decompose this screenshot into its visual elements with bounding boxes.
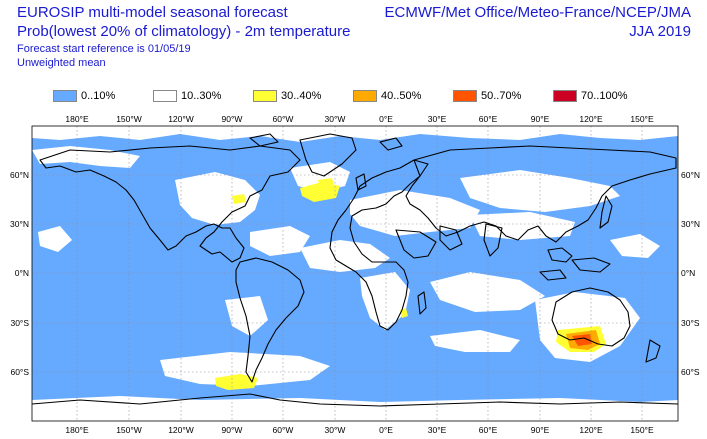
forecast-reference: Forecast start reference is 01/05/19	[17, 43, 191, 55]
lon-label-top: 0°E	[379, 114, 393, 124]
lon-label-top: 60°E	[479, 114, 498, 124]
lon-label-bottom: 60°W	[273, 425, 294, 435]
lon-label-top: 30°E	[428, 114, 447, 124]
lon-label-bottom: 150°E	[630, 425, 654, 435]
lon-labels-top: 180°E 150°W 120°W 90°W 60°W 30°W 0°E 30°…	[65, 114, 654, 124]
legend-label: 0..10%	[81, 90, 116, 102]
season-label: JJA 2019	[629, 23, 691, 40]
lon-label-top: 180°E	[65, 114, 89, 124]
lon-label-top: 120°E	[579, 114, 603, 124]
lat-label-left: 60°S	[10, 367, 29, 377]
probability-map: 180°E 150°W 120°W 90°W 60°W 30°W 0°E 30°…	[10, 114, 700, 435]
lon-label-top: 30°W	[325, 114, 346, 124]
lon-label-bottom: 120°W	[168, 425, 194, 435]
lat-label-right: 30°S	[681, 318, 700, 328]
legend-swatch	[453, 90, 477, 102]
lat-label-left: 30°N	[10, 219, 29, 229]
lon-label-bottom: 30°W	[325, 425, 346, 435]
lon-label-bottom: 150°W	[116, 425, 142, 435]
graticule	[32, 126, 678, 421]
lat-label-right: 60°S	[681, 367, 700, 377]
lon-label-top: 60°W	[273, 114, 294, 124]
coastlines	[32, 133, 678, 407]
lon-label-bottom: 30°E	[428, 425, 447, 435]
lon-label-top: 150°W	[116, 114, 142, 124]
legend-label: 30..40%	[281, 90, 322, 102]
title-line1: EUROSIP multi-model seasonal forecast	[17, 4, 288, 21]
lon-label-top: 150°E	[630, 114, 654, 124]
lon-label-bottom: 90°W	[222, 425, 243, 435]
lon-label-bottom: 90°E	[531, 425, 550, 435]
lat-label-right: 0°N	[681, 268, 695, 278]
lat-labels-left: 60°N 30°N 0°N 30°S 60°S	[10, 170, 29, 377]
legend-label: 10..30%	[181, 90, 222, 102]
legend-swatch	[253, 90, 277, 102]
lat-label-left: 60°N	[10, 170, 29, 180]
centres-label: ECMWF/Met Office/Meteo-France/NCEP/JMA	[384, 4, 691, 21]
title-line2: Prob(lowest 20% of climatology) - 2m tem…	[17, 23, 351, 40]
lon-labels-bottom: 180°E 150°W 120°W 90°W 60°W 30°W 0°E 30°…	[65, 425, 654, 435]
lon-label-bottom: 180°E	[65, 425, 89, 435]
lon-label-bottom: 120°E	[579, 425, 603, 435]
lat-labels-right: 60°N 30°N 0°N 30°S 60°S	[681, 170, 700, 377]
redorange-probability-region	[572, 334, 592, 346]
lon-label-bottom: 60°E	[479, 425, 498, 435]
lat-label-right: 60°N	[681, 170, 700, 180]
map-background	[32, 126, 678, 421]
lon-label-top: 90°E	[531, 114, 550, 124]
legend-swatch	[553, 90, 577, 102]
legend-label: 50..70%	[481, 90, 522, 102]
legend-swatch	[53, 90, 77, 102]
lat-label-right: 30°N	[681, 219, 700, 229]
lat-label-left: 0°N	[15, 268, 29, 278]
legend: 0..10% 10..30% 30..40% 40..50% 50..70% 7…	[0, 89, 707, 103]
legend-swatch	[153, 90, 177, 102]
legend-label: 70..100%	[581, 90, 628, 102]
lon-label-top: 90°W	[222, 114, 243, 124]
legend-label: 40..50%	[381, 90, 422, 102]
lon-label-top: 120°W	[168, 114, 194, 124]
lon-label-bottom: 0°E	[379, 425, 393, 435]
legend-swatch	[353, 90, 377, 102]
lat-label-left: 30°S	[10, 318, 29, 328]
weighting-label: Unweighted mean	[17, 57, 106, 69]
map-frame	[31, 125, 679, 422]
